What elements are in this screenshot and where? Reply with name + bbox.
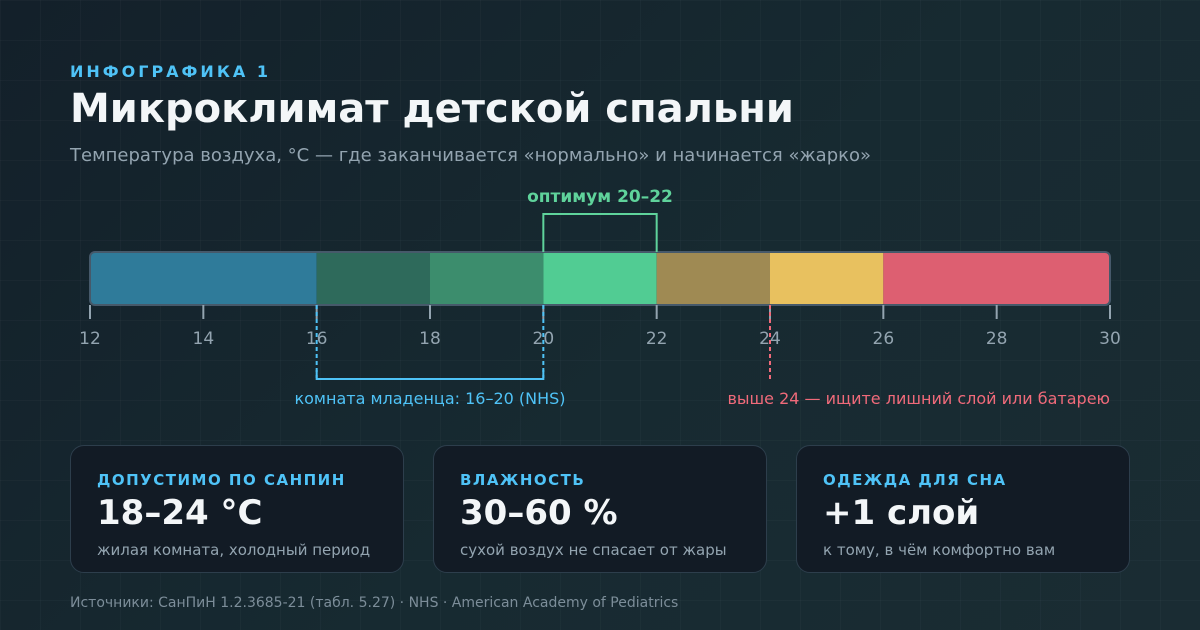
optimum-bracket: [542, 213, 658, 252]
hot-label: выше 24 — ищите лишний слой или батарею: [727, 389, 1110, 408]
eyebrow: ИНФОГРАФИКА 1: [70, 62, 271, 81]
card-label: ДОПУСТИМО ПО САНПИН: [97, 471, 346, 489]
infant-bracket: [315, 370, 545, 380]
range-segment-26-30: [883, 252, 1110, 305]
range-segment-12-16: [90, 252, 317, 305]
infant-label: комната младенца: 16–20 (NHS): [294, 389, 565, 408]
tick-label-30: 30: [1099, 329, 1121, 349]
tick-label-24: 24: [759, 329, 781, 349]
card-note: к тому, в чём комфортно вам: [823, 541, 1056, 559]
card-sleepwear: ОДЕЖДА ДЛЯ СНА +1 слой к тому, в чём ком…: [796, 445, 1130, 573]
range-segment-18-20: [430, 252, 544, 305]
card-label: ВЛАЖНОСТЬ: [460, 471, 586, 489]
tick-label-14: 14: [193, 329, 215, 349]
card-humidity: ВЛАЖНОСТЬ 30–60 % сухой воздух не спасае…: [433, 445, 767, 573]
range-segment-20-22: [543, 252, 657, 305]
tick-label-22: 22: [646, 329, 668, 349]
sources: Источники: СанПиН 1.2.3685-21 (табл. 5.2…: [70, 595, 679, 611]
card-value: 18–24 °C: [97, 493, 263, 533]
card-note: жилая комната, холодный период: [97, 541, 371, 559]
tick-label-16: 16: [306, 329, 328, 349]
card-value: +1 слой: [823, 493, 980, 533]
tick-label-18: 18: [419, 329, 441, 349]
card-note: сухой воздух не спасает от жары: [460, 541, 727, 559]
optimum-label: оптимум 20–22: [527, 187, 673, 207]
card-value: 30–60 %: [460, 493, 618, 533]
bar-segments: [90, 252, 1110, 305]
tick-label-26: 26: [873, 329, 895, 349]
card-sanpin: ДОПУСТИМО ПО САНПИН 18–24 °C жилая комна…: [70, 445, 404, 573]
tick-label-20: 20: [533, 329, 555, 349]
range-segment-24-26: [770, 252, 884, 305]
card-label: ОДЕЖДА ДЛЯ СНА: [823, 471, 1007, 489]
page-title: Микроклимат детской спальни: [70, 86, 794, 132]
page-subtitle: Температура воздуха, °C — где заканчивае…: [70, 145, 872, 166]
temperature-scale-chart: 12 14 16 18 20 22 24 26 28 30 оптимум 20–22 комната…: [79, 187, 1121, 408]
range-segment-22-24: [656, 252, 770, 305]
tick-label-28: 28: [986, 329, 1008, 349]
bar-outline: [89, 251, 1111, 306]
tick-label-12: 12: [79, 329, 101, 349]
range-segment-16-18: [316, 252, 430, 305]
